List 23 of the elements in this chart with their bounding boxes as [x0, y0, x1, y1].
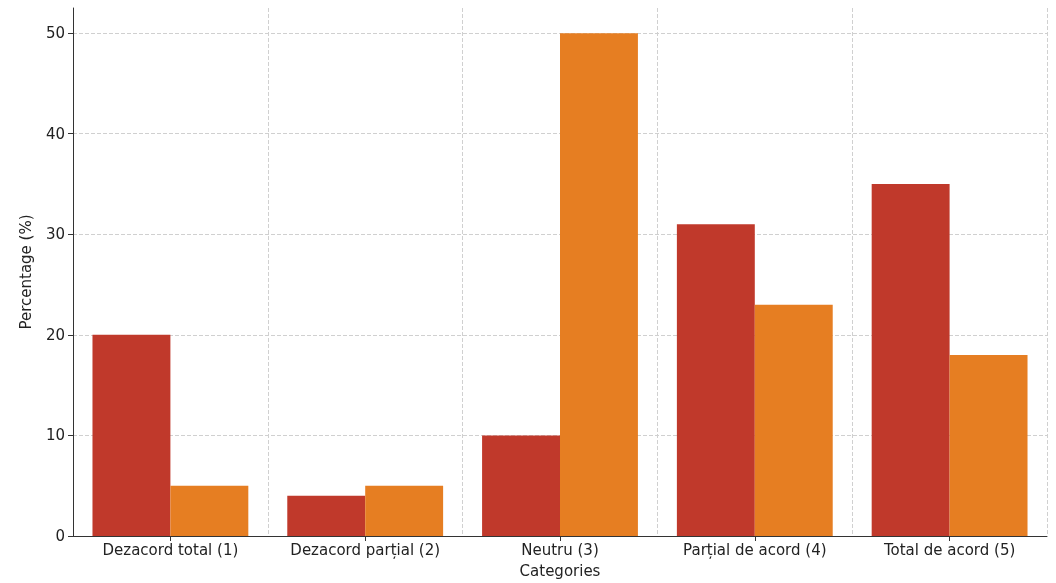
- y-tick-label: 50: [45, 24, 65, 43]
- bar: [287, 495, 366, 536]
- bar: [482, 435, 560, 536]
- bar: [560, 33, 638, 536]
- x-tick-label: Dezacord parțial (2): [290, 540, 441, 559]
- y-tick-label: 20: [45, 325, 65, 344]
- x-tick-label: Dezacord total (1): [102, 540, 239, 559]
- x-tick-label: Parțial de acord (4): [683, 540, 827, 559]
- bar: [754, 304, 833, 536]
- x-tick-label: Total de acord (5): [882, 540, 1016, 559]
- bar: [365, 485, 444, 536]
- bar: [170, 485, 249, 536]
- y-tick-label: 30: [45, 225, 65, 244]
- y-tick-label: 10: [45, 426, 65, 445]
- y-axis-title: Percentage (%): [16, 214, 35, 330]
- y-tick-label: 0: [55, 527, 65, 545]
- x-axis-title: Categories: [519, 561, 601, 580]
- x-tick-label: Neutru (3): [521, 540, 599, 559]
- y-tick-label: 40: [45, 124, 65, 143]
- bar: [949, 354, 1028, 536]
- bar: [871, 184, 950, 536]
- bar: [92, 334, 171, 536]
- bar: [676, 224, 755, 536]
